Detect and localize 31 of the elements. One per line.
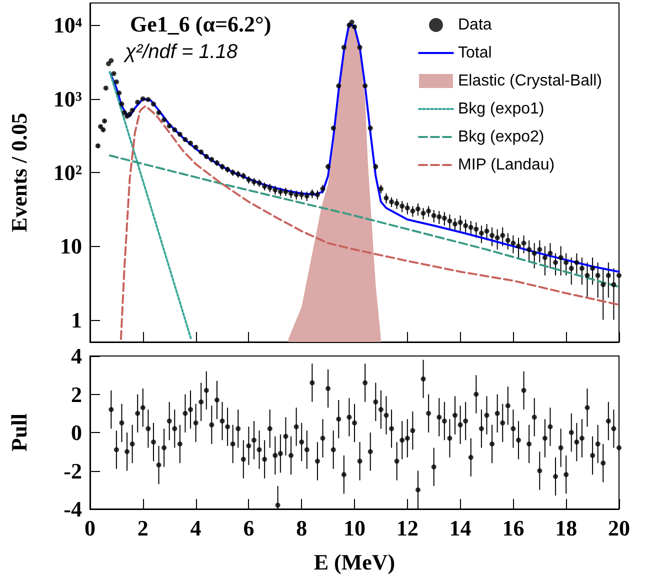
y-tick-label: 4	[71, 344, 82, 368]
x-tick-label: 18	[555, 516, 578, 540]
x-tick-label: 16	[502, 516, 524, 540]
legend-label: Total	[458, 44, 492, 62]
legend-label: Bkg (expo1)	[458, 100, 544, 118]
y-tick-label: 10²	[53, 160, 82, 185]
y-tick-label: 10	[60, 234, 82, 259]
x-tick-label: 4	[190, 516, 202, 540]
y-axis-title: Pull	[6, 414, 32, 452]
x-tick-label: 6	[243, 516, 254, 540]
x-tick-label: 8	[296, 516, 308, 540]
x-tick-label: 2	[137, 516, 148, 540]
x-tick-label: 20	[608, 516, 630, 540]
y-tick-label: 10⁴	[53, 12, 82, 38]
chart-title: Ge1_6 (α=6.2°)	[130, 12, 272, 36]
y-tick-label: 2	[71, 382, 82, 407]
y-tick-label: -4	[64, 496, 82, 522]
x-tick-label: 14	[449, 516, 472, 540]
y-tick-label: 1	[71, 307, 82, 332]
y-tick-label: 0	[71, 420, 82, 445]
x-axis-title: E (MeV)	[314, 550, 396, 574]
y-tick-label: 10³	[53, 86, 82, 112]
x-tick-label: 12	[396, 516, 418, 540]
y-axis-title: Events / 0.05	[6, 112, 32, 232]
x-tick-label: 10	[344, 516, 366, 540]
legend-label: Elastic (Crystal-Ball)	[458, 72, 602, 90]
legend-label: MIP (Landau)	[458, 156, 555, 174]
legend-label: Bkg (expo2)	[458, 128, 544, 146]
annotation: χ²/ndf = 1.18	[123, 41, 238, 63]
y-tick-label: -2	[64, 458, 82, 484]
legend-label: Data	[458, 16, 492, 34]
